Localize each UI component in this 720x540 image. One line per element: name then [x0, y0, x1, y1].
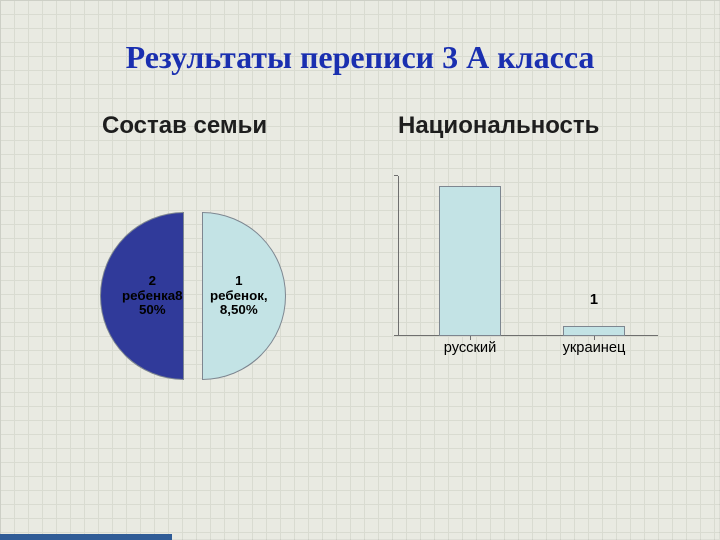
- footer-accent-bar: [0, 534, 172, 540]
- bar-chart: 1 русский украинец: [398, 176, 658, 364]
- bar: [563, 326, 625, 336]
- bar-x-labels: русский украинец: [398, 336, 658, 364]
- bar-plot-area: 1: [398, 176, 658, 336]
- pie-label-line: 2: [149, 273, 156, 288]
- pie-label-line: 1: [235, 273, 242, 288]
- pie-chart: 2ребенка850% 1ребенок,8,50%: [100, 212, 286, 380]
- bar-value-label: 1: [590, 292, 598, 308]
- pie-label-one-child: 1ребенок,8,50%: [210, 274, 268, 318]
- page-title: Результаты переписи 3 А класса: [0, 39, 720, 76]
- pie-heading: Состав семьи: [102, 112, 267, 140]
- pie-body: 2ребенка850% 1ребенок,8,50%: [100, 212, 286, 380]
- axis-tick: [394, 175, 398, 176]
- pie-label-line: 50%: [139, 302, 166, 317]
- pie-label-two-children: 2ребенка850%: [122, 274, 183, 318]
- bar: [439, 186, 501, 336]
- bar-category-label: украинец: [563, 340, 626, 356]
- bar-axis-y: [398, 176, 399, 336]
- page-root: Результаты переписи 3 А класса Состав се…: [0, 0, 720, 540]
- pie-label-line: 8,50%: [220, 302, 258, 317]
- pie-label-line: ребенка8: [122, 288, 183, 303]
- pie-label-line: ребенок,: [210, 288, 268, 303]
- bar-category-label: русский: [444, 340, 497, 356]
- bar-heading: Национальность: [398, 112, 599, 140]
